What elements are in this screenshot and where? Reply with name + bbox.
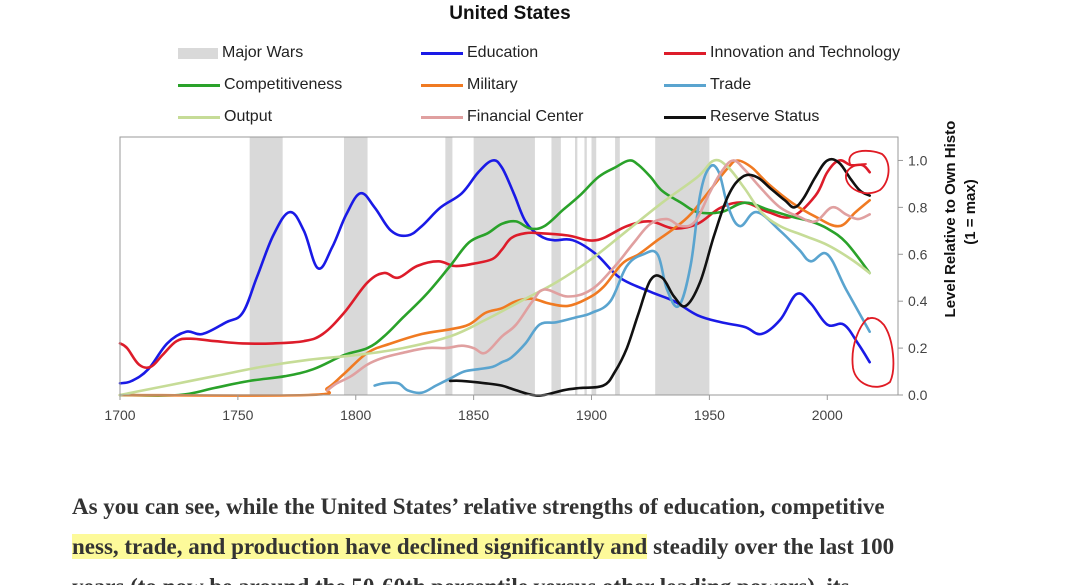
x-tick-label: 1800 bbox=[340, 407, 371, 423]
highlighted-text: ness, trade, and production have decline… bbox=[72, 534, 648, 559]
y-tick-label: 0.8 bbox=[908, 199, 928, 215]
chart-plot: 1700 1750 1800 1850 1900 1950 2000 0.00.20.40.… bbox=[104, 120, 979, 423]
legend-item-major-wars: Major Wars bbox=[178, 43, 303, 63]
y-tick-label: 1.0 bbox=[908, 152, 928, 168]
series-line-military bbox=[118, 159, 871, 397]
war-band-1 bbox=[343, 137, 368, 395]
legend-label: Financial Center bbox=[467, 108, 584, 125]
legend-item-innovation-and-technology: Innovation and Technology bbox=[664, 43, 900, 63]
war-band-9 bbox=[655, 137, 710, 395]
annotation-circle-top bbox=[845, 149, 890, 195]
x-tick-label: 1900 bbox=[576, 407, 607, 423]
legend-swatch bbox=[178, 47, 218, 59]
x-tick-label: 1850 bbox=[458, 407, 489, 423]
annotation-circle-bottom bbox=[851, 317, 895, 388]
legend-label: Education bbox=[467, 44, 539, 61]
legend-item-education: Education bbox=[421, 43, 538, 63]
paragraph-line-2: ness, trade, and production have decline… bbox=[72, 527, 1032, 567]
legend-swatch bbox=[421, 51, 463, 55]
series-layer bbox=[118, 157, 871, 397]
x-tick-label: 1700 bbox=[104, 407, 135, 423]
legend-label: Competitiveness bbox=[224, 76, 343, 93]
chart-title: United States bbox=[449, 3, 571, 24]
series-line-education bbox=[118, 159, 871, 385]
paragraph-line-1: As you can see, while the United States’… bbox=[72, 494, 885, 519]
war-band-8 bbox=[615, 137, 620, 395]
legend-label: Reserve Status bbox=[710, 108, 820, 125]
y-tick-label: 0.2 bbox=[908, 340, 928, 356]
legend-swatch bbox=[664, 83, 706, 87]
war-band-4 bbox=[551, 137, 561, 395]
legend-item-reserve-status: Reserve Status bbox=[664, 107, 819, 127]
legend-label: Major Wars bbox=[222, 44, 304, 61]
red-annotation-layer bbox=[845, 149, 895, 388]
series-line-innovation-and-technology bbox=[118, 159, 871, 370]
legend-swatch bbox=[664, 115, 706, 119]
legend-label: Trade bbox=[710, 76, 752, 93]
war-band-7 bbox=[591, 137, 597, 395]
legend-label: Military bbox=[467, 76, 518, 93]
x-tick-label: 2000 bbox=[812, 407, 843, 423]
legend-swatch bbox=[664, 51, 706, 55]
paragraph-line-3: years (to now be around the 50-60th perc… bbox=[72, 567, 1032, 585]
x-tick-label: 1750 bbox=[222, 407, 253, 423]
plot-border bbox=[119, 136, 899, 396]
x-tick-label: 1950 bbox=[694, 407, 725, 423]
y-axis-label-unit: (1 = max) bbox=[962, 179, 979, 244]
legend-swatch bbox=[421, 83, 463, 87]
legend-swatch bbox=[178, 83, 220, 87]
x-axis-ticks: 1700 1750 1800 1850 1900 1950 2000 bbox=[104, 395, 843, 423]
paragraph-line-2-rest: steadily over the last 100 bbox=[647, 534, 895, 559]
legend-swatch bbox=[178, 115, 220, 119]
legend-item-competitiveness: Competitiveness bbox=[178, 75, 342, 95]
y-tick-label: 0.0 bbox=[908, 387, 928, 403]
y-axis-ticks: 0.0 0.2 0.4 0.6 0.8 1.0 bbox=[898, 152, 928, 403]
war-band-6 bbox=[584, 137, 587, 395]
body-paragraph: As you can see, while the United States’… bbox=[72, 487, 1032, 585]
y-axis-label: Level Relative to Own History bbox=[942, 120, 959, 317]
series-line-trade bbox=[373, 163, 871, 395]
legend-swatch bbox=[421, 115, 463, 119]
series-line-output bbox=[118, 158, 871, 397]
y-tick-label: 0.4 bbox=[908, 293, 928, 309]
legend-item-financial-center: Financial Center bbox=[421, 107, 584, 127]
war-band-5 bbox=[575, 137, 578, 395]
war-band-0 bbox=[249, 137, 283, 395]
plot-frame bbox=[119, 136, 899, 396]
legend-item-military: Military bbox=[421, 75, 518, 95]
series-line-financial-center bbox=[326, 159, 871, 392]
war-band-3 bbox=[473, 137, 535, 395]
y-tick-label: 0.6 bbox=[908, 246, 928, 262]
legend-label: Output bbox=[224, 108, 273, 125]
legend-item-trade: Trade bbox=[664, 75, 751, 95]
legend-item-output: Output bbox=[178, 107, 272, 127]
major-wars-layer bbox=[249, 137, 710, 395]
legend-label: Innovation and Technology bbox=[710, 44, 901, 61]
